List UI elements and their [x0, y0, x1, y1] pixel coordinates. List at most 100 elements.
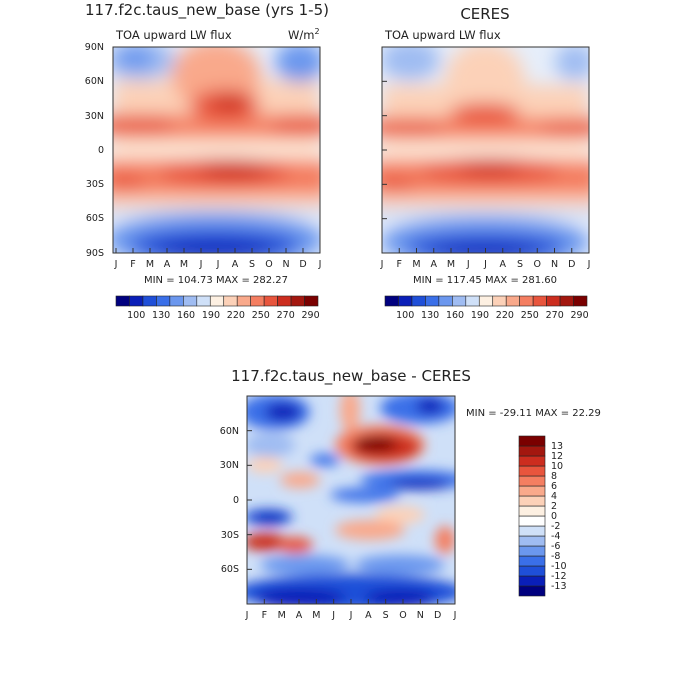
ceres-y-ticks	[382, 46, 387, 254]
model-panel-subtitle: TOA upward LW flux	[115, 28, 232, 42]
panel-model: 117.f2c.taus_new_base (yrs 1-5) TOA upwa…	[85, 1, 329, 321]
model-y-axis: 90N 60N 30N 0 30S 60S 90S	[85, 42, 104, 259]
model-colorbar-label: 290	[302, 310, 320, 321]
model-colorbar-label: 100	[127, 310, 145, 321]
model-ytick-label: 30N	[85, 111, 104, 122]
difference-month-label: N	[417, 610, 424, 621]
ceres-colorbar-swatch	[425, 295, 440, 307]
model-month-label: O	[265, 259, 272, 270]
difference-colorbar-label: -2	[551, 521, 560, 532]
difference-y-axis: 60N 30N 0 30S 60S	[220, 426, 239, 575]
difference-colorbar-swatch	[518, 445, 546, 457]
model-month-label: F	[130, 259, 135, 270]
difference-colorbar-label: -10	[551, 561, 567, 572]
ceres-month-label: J	[483, 259, 487, 270]
ceres-colorbar-swatch	[532, 295, 547, 307]
difference-month-label: A	[296, 610, 303, 621]
ceres-month-label: A	[500, 259, 507, 270]
model-heatmap-field	[113, 47, 320, 253]
model-ytick-label: 90N	[85, 42, 104, 53]
difference-colorbar-label: -12	[551, 571, 567, 582]
ceres-month-label: N	[551, 259, 558, 270]
panel-difference: 117.f2c.taus_new_base - CERES	[220, 367, 601, 621]
difference-colorbar-label: -8	[551, 551, 560, 562]
ceres-colorbar-label: 190	[471, 310, 489, 321]
model-colorbar-swatch	[304, 295, 319, 307]
ceres-panel-subtitle: TOA upward LW flux	[384, 28, 501, 42]
difference-heatmap-field	[247, 396, 455, 604]
ceres-month-label: M	[412, 259, 420, 270]
model-colorbar-swatch	[169, 295, 184, 307]
model-ytick-label: 60N	[85, 76, 104, 87]
model-colorbar-swatch	[290, 295, 305, 307]
difference-month-label: J	[331, 610, 335, 621]
ceres-month-label: S	[517, 259, 523, 270]
difference-ytick-label: 60S	[221, 564, 239, 575]
ceres-heatmap-field	[382, 47, 589, 253]
ceres-colorbar-label: 250	[521, 310, 539, 321]
difference-colorbar-swatch	[518, 525, 546, 537]
difference-ytick-label: 0	[233, 495, 239, 506]
difference-colorbar-swatch	[518, 455, 546, 467]
ceres-colorbar-swatch	[411, 295, 426, 307]
model-ytick-label: 90S	[86, 248, 104, 259]
model-colorbar-swatch	[250, 295, 265, 307]
units-label: W/m2	[288, 27, 320, 42]
ceres-month-label: J	[466, 259, 470, 270]
ceres-colorbar: 100 130 160 190 220 250 270 290	[384, 295, 589, 321]
model-month-label: D	[299, 259, 306, 270]
difference-colorbar-label: 2	[551, 501, 557, 512]
difference-month-label: F	[262, 610, 267, 621]
model-colorbar-swatch	[156, 295, 171, 307]
model-colorbar-label: 130	[152, 310, 170, 321]
difference-y-ticks	[247, 395, 252, 605]
ceres-month-label: D	[568, 259, 575, 270]
difference-ytick-label: 60N	[220, 426, 239, 437]
model-colorbar-swatch	[209, 295, 225, 307]
ceres-panel-title: CERES	[460, 5, 509, 23]
difference-colorbar-swatch	[518, 465, 546, 477]
ceres-month-label: J	[380, 259, 384, 270]
model-colorbar-label: 250	[252, 310, 270, 321]
model-colorbar-swatch	[183, 295, 198, 307]
model-colorbar-label: 220	[227, 310, 245, 321]
model-colorbar-swatch	[196, 295, 211, 307]
ceres-month-label: A	[431, 259, 438, 270]
difference-month-label: M	[312, 610, 320, 621]
ceres-colorbar-swatch	[384, 295, 399, 307]
difference-month-label: D	[434, 610, 441, 621]
difference-colorbar-label: 0	[551, 511, 557, 522]
model-month-label: J	[216, 259, 220, 270]
difference-colorbar-label: 8	[551, 471, 557, 482]
model-colorbar-label: 190	[202, 310, 220, 321]
ceres-colorbar-swatch	[519, 295, 534, 307]
difference-colorbar-label: 6	[551, 481, 557, 492]
model-month-label: M	[180, 259, 188, 270]
ceres-colorbar-swatch	[478, 295, 494, 307]
difference-colorbar-label: -6	[551, 541, 560, 552]
difference-colorbar-label: -13	[551, 581, 567, 592]
difference-colorbar-label: 12	[551, 451, 563, 462]
difference-colorbar-label: 10	[551, 461, 563, 472]
model-colorbar-swatch	[129, 295, 144, 307]
model-colorbar-swatch	[115, 295, 130, 307]
ceres-colorbar-swatch	[505, 295, 520, 307]
model-ytick-label: 60S	[86, 213, 104, 224]
ceres-colorbar-swatch	[492, 295, 507, 307]
difference-colorbar-label: 4	[551, 491, 557, 502]
model-month-label: J	[318, 259, 322, 270]
ceres-colorbar-swatch	[546, 295, 561, 307]
model-colorbar-label: 270	[277, 310, 295, 321]
model-ytick-label: 0	[98, 145, 104, 156]
model-colorbar-swatch	[223, 295, 238, 307]
difference-colorbar-label: -4	[551, 531, 560, 542]
model-colorbar: 100 130 160 190 220 250 270 290	[115, 295, 320, 321]
difference-month-label: S	[383, 610, 389, 621]
model-month-label: A	[232, 259, 239, 270]
units-exponent: 2	[314, 27, 319, 36]
difference-ytick-label: 30N	[220, 460, 239, 471]
model-month-label: N	[282, 259, 289, 270]
